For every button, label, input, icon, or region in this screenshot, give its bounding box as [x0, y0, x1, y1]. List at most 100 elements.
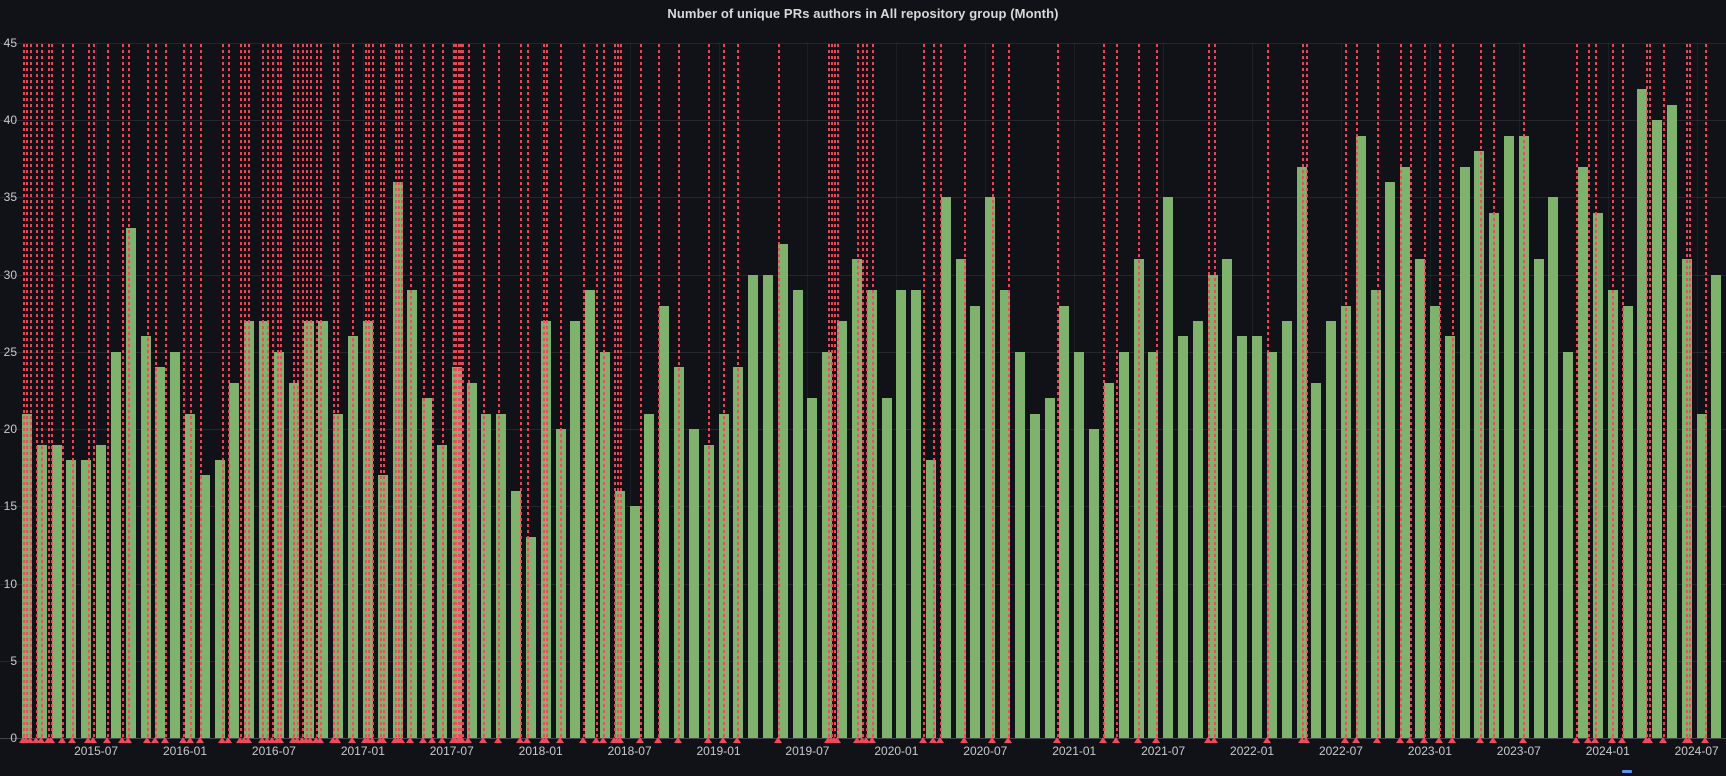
- annotation-marker-icon[interactable]: [1395, 737, 1404, 743]
- annotation-marker-icon[interactable]: [718, 737, 727, 743]
- bar-2020-06[interactable]: [970, 305, 981, 738]
- bar-2016-02[interactable]: [199, 475, 210, 738]
- annotation-marker-icon[interactable]: [673, 737, 682, 743]
- bar-2015-09[interactable]: [125, 228, 136, 738]
- bar-2018-07[interactable]: [629, 506, 640, 738]
- bar-2018-09[interactable]: [659, 305, 670, 738]
- bar-2024-05[interactable]: [1667, 104, 1678, 738]
- bar-2019-07[interactable]: [807, 398, 818, 738]
- bar-2020-04[interactable]: [940, 197, 951, 738]
- bar-2020-12[interactable]: [1059, 305, 1070, 738]
- bar-2020-09[interactable]: [1014, 351, 1025, 738]
- annotation-marker-icon[interactable]: [1644, 737, 1653, 743]
- annotation-marker-icon[interactable]: [852, 737, 861, 743]
- annotation-marker-icon[interactable]: [578, 737, 587, 743]
- bar-2021-07[interactable]: [1163, 197, 1174, 738]
- annotation-marker-icon[interactable]: [267, 737, 276, 743]
- bar-2018-04[interactable]: [585, 290, 596, 738]
- annotation-marker-icon[interactable]: [541, 737, 550, 743]
- annotation-marker-icon[interactable]: [522, 737, 531, 743]
- annotation-marker-icon[interactable]: [1419, 737, 1428, 743]
- annotation-marker-icon[interactable]: [427, 737, 436, 743]
- annotation-marker-icon[interactable]: [1351, 737, 1360, 743]
- annotation-marker-icon[interactable]: [117, 737, 126, 743]
- annotation-marker-icon[interactable]: [635, 737, 644, 743]
- annotation-marker-icon[interactable]: [1658, 737, 1667, 743]
- annotation-marker-icon[interactable]: [732, 737, 741, 743]
- annotation-marker-icon[interactable]: [123, 737, 132, 743]
- annotation-marker-icon[interactable]: [36, 737, 45, 743]
- bar-2017-06[interactable]: [436, 444, 447, 738]
- annotation-marker-icon[interactable]: [832, 737, 841, 743]
- bar-2023-01[interactable]: [1429, 305, 1440, 738]
- bar-2016-04[interactable]: [229, 382, 240, 738]
- annotation-marker-icon[interactable]: [1405, 737, 1414, 743]
- bar-2023-10[interactable]: [1563, 351, 1574, 738]
- annotation-marker-icon[interactable]: [515, 737, 524, 743]
- bar-2017-01[interactable]: [362, 321, 373, 738]
- annotation-marker-icon[interactable]: [217, 737, 226, 743]
- annotation-marker-icon[interactable]: [292, 737, 301, 743]
- bar-2016-10[interactable]: [318, 321, 329, 738]
- annotation-marker-icon[interactable]: [1151, 737, 1160, 743]
- bar-2023-02[interactable]: [1444, 336, 1455, 738]
- annotation-marker-icon[interactable]: [185, 737, 194, 743]
- bar-2015-10[interactable]: [140, 336, 151, 738]
- bar-2017-03[interactable]: [392, 182, 403, 738]
- annotation-marker-icon[interactable]: [598, 737, 607, 743]
- annotation-marker-icon[interactable]: [142, 737, 151, 743]
- annotation-marker-icon[interactable]: [367, 737, 376, 743]
- annotation-marker-icon[interactable]: [195, 737, 204, 743]
- bar-2022-09[interactable]: [1370, 290, 1381, 738]
- bar-2023-11[interactable]: [1578, 166, 1589, 738]
- annotation-marker-icon[interactable]: [987, 737, 996, 743]
- bar-2017-10[interactable]: [496, 413, 507, 738]
- bar-2020-08[interactable]: [1000, 290, 1011, 738]
- bar-2015-04[interactable]: [51, 444, 62, 738]
- bar-2023-12[interactable]: [1592, 212, 1603, 738]
- bar-2022-05[interactable]: [1311, 382, 1322, 738]
- annotation-marker-icon[interactable]: [457, 737, 466, 743]
- annotation-marker-icon[interactable]: [160, 737, 169, 743]
- annotation-marker-icon[interactable]: [1617, 737, 1626, 743]
- annotation-marker-icon[interactable]: [150, 737, 159, 743]
- bar-2021-08[interactable]: [1177, 336, 1188, 738]
- bar-2021-02[interactable]: [1089, 429, 1100, 738]
- annotation-marker-icon[interactable]: [1590, 737, 1599, 743]
- bar-2023-09[interactable]: [1548, 197, 1559, 738]
- annotation-marker-icon[interactable]: [928, 737, 937, 743]
- bar-2017-04[interactable]: [407, 290, 418, 738]
- bar-2019-06[interactable]: [792, 290, 803, 738]
- annotation-marker-icon[interactable]: [67, 737, 76, 743]
- bar-2023-06[interactable]: [1504, 135, 1514, 738]
- bar-2021-01[interactable]: [1074, 351, 1085, 738]
- bar-2015-07[interactable]: [96, 444, 107, 738]
- annotation-marker-icon[interactable]: [703, 737, 712, 743]
- bar-2021-09[interactable]: [1192, 321, 1203, 738]
- bar-2023-08[interactable]: [1533, 259, 1544, 738]
- bar-2019-04[interactable]: [763, 274, 773, 738]
- annotation-marker-icon[interactable]: [315, 737, 324, 743]
- bar-2022-06[interactable]: [1326, 321, 1337, 738]
- annotation-marker-icon[interactable]: [555, 737, 564, 743]
- annotation-marker-icon[interactable]: [1301, 737, 1310, 743]
- bar-2015-11[interactable]: [155, 367, 166, 738]
- annotation-marker-icon[interactable]: [463, 737, 472, 743]
- annotation-marker-icon[interactable]: [773, 737, 782, 743]
- bar-2018-05[interactable]: [599, 351, 610, 738]
- bar-2024-03[interactable]: [1637, 89, 1648, 738]
- bar-2019-12[interactable]: [881, 398, 892, 738]
- bar-2020-11[interactable]: [1044, 398, 1055, 738]
- annotation-marker-icon[interactable]: [305, 737, 314, 743]
- bar-2015-06[interactable]: [81, 460, 92, 738]
- annotation-marker-icon[interactable]: [102, 737, 111, 743]
- annotation-marker-icon[interactable]: [867, 737, 876, 743]
- annotation-marker-icon[interactable]: [1209, 737, 1218, 743]
- annotation-marker-icon[interactable]: [332, 737, 341, 743]
- annotation-marker-icon[interactable]: [653, 737, 662, 743]
- bar-2017-09[interactable]: [481, 413, 492, 738]
- annotation-marker-icon[interactable]: [478, 737, 487, 743]
- annotation-marker-icon[interactable]: [83, 737, 92, 743]
- bar-2022-02[interactable]: [1266, 351, 1277, 738]
- bar-2021-06[interactable]: [1148, 351, 1159, 738]
